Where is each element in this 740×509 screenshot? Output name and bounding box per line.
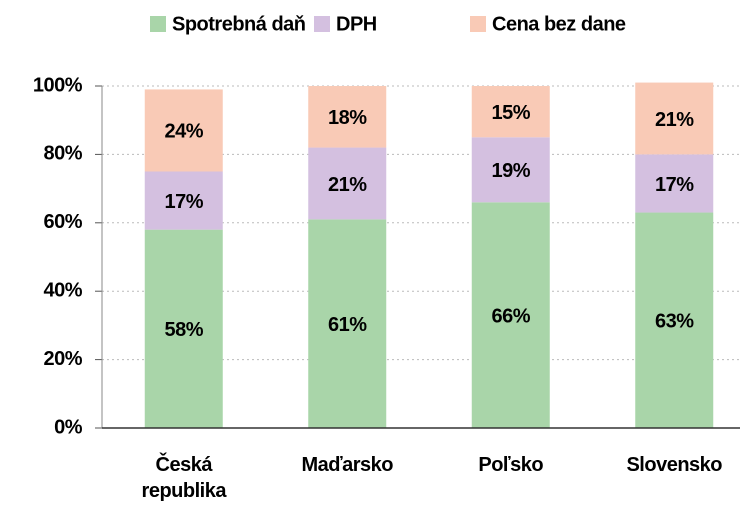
bar-segment (144, 229, 223, 428)
data-label: 21% (328, 174, 367, 196)
legend-swatch (314, 16, 330, 32)
bar-segment (144, 89, 223, 172)
data-label: 24% (164, 121, 203, 143)
bar-segment (471, 137, 550, 203)
x-tick-label: Poľsko (478, 454, 544, 476)
data-label: 63% (655, 311, 694, 333)
data-label: 17% (655, 174, 694, 196)
data-label: 58% (164, 319, 203, 341)
y-tick-label: 60% (43, 211, 82, 233)
data-label: 21% (655, 109, 694, 131)
data-label: 15% (491, 102, 530, 124)
y-tick-label: 80% (43, 143, 82, 165)
data-label: 66% (491, 305, 530, 327)
data-label: 19% (491, 160, 530, 182)
legend-swatch (470, 16, 486, 32)
x-tick-label: Maďarsko (301, 454, 394, 476)
y-tick-label: 0% (54, 416, 83, 438)
data-label: 61% (328, 314, 367, 336)
y-tick-label: 40% (43, 279, 82, 301)
x-tick-label: Česká republika (141, 454, 227, 502)
y-tick-label: 100% (33, 74, 83, 96)
legend-label: DPH (336, 13, 377, 35)
bar-segment (471, 202, 550, 428)
bar-segment (308, 86, 387, 148)
data-label: 17% (164, 191, 203, 213)
legend-label: Cena bez dane (492, 13, 626, 35)
bar-segment (308, 219, 387, 428)
bar-segment (635, 82, 714, 155)
bar-segment (308, 147, 387, 220)
bar-segment (144, 171, 223, 230)
y-tick-label: 20% (43, 348, 82, 370)
bar-segment (635, 212, 714, 428)
legend-swatch (150, 16, 166, 32)
legend-label: Spotrebná daň (172, 13, 306, 35)
x-tick-label: Slovensko (626, 454, 723, 476)
bar-segment (471, 86, 550, 138)
data-label: 18% (328, 107, 367, 129)
bar-segment (635, 154, 714, 213)
